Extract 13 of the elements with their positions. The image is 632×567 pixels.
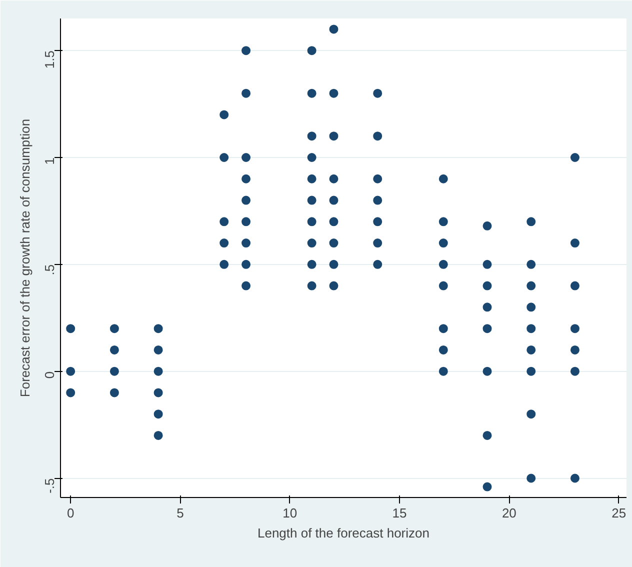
y-tick-label: 1	[42, 157, 57, 165]
x-tick-label: 25	[612, 506, 626, 520]
x-tick-label: 0	[66, 506, 74, 520]
y-tick-label: 1.5	[42, 50, 57, 69]
x-tick-label: 10	[282, 506, 298, 520]
x-tick-label: 15	[392, 506, 407, 520]
x-axis-title: Length of the forecast horizon	[258, 526, 430, 540]
y-axis-title: Forecast error of the growth rate of consumption	[18, 118, 32, 398]
y-tick-label: 0	[42, 371, 57, 379]
y-tick-label: -.5	[42, 478, 57, 494]
y-tick-label: .5	[42, 264, 57, 276]
x-tick-label: 5	[176, 506, 184, 520]
x-tick-label: 20	[502, 506, 516, 520]
